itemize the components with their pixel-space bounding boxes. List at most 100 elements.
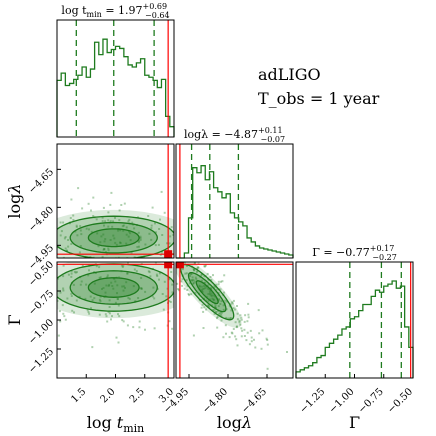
- sample-point: [239, 314, 242, 317]
- sample-point: [224, 299, 227, 302]
- sample-point: [136, 246, 139, 248]
- sample-point: [244, 314, 247, 317]
- pair-frame: [56, 143, 175, 259]
- density-contour: [87, 228, 140, 248]
- sample-point: [202, 310, 205, 313]
- sample-point: [75, 224, 78, 227]
- sample-point: [243, 335, 246, 337]
- sample-point: [192, 334, 195, 337]
- sample-point: [120, 204, 123, 206]
- sample-point: [217, 283, 220, 286]
- sample-point: [91, 299, 94, 302]
- sample-point: [231, 301, 234, 304]
- sample-point: [98, 266, 101, 269]
- sample-point: [232, 328, 235, 330]
- sample-point: [240, 318, 243, 321]
- sample-point: [114, 280, 117, 283]
- sample-point: [17, 334, 19, 336]
- sample-point: [155, 273, 158, 276]
- hist-title-2: Γ = −0.77+0.17 −0.27: [312, 244, 397, 262]
- density-contour: [87, 277, 140, 298]
- sample-point: [189, 275, 192, 277]
- sample-point: [144, 328, 146, 331]
- sample-point: [214, 306, 217, 309]
- sample-point: [207, 293, 210, 295]
- sample-point: [122, 289, 125, 292]
- sample-point: [62, 256, 65, 258]
- sample-point: [138, 239, 141, 242]
- sample-point: [168, 320, 171, 323]
- sample-point: [114, 216, 116, 219]
- hist-frame: [56, 19, 175, 138]
- hist-frame: [295, 261, 414, 379]
- sample-point: [127, 296, 130, 299]
- sample-point: [122, 229, 125, 232]
- sample-point: [236, 312, 239, 315]
- sample-point: [74, 230, 77, 233]
- sample-point: [107, 219, 110, 222]
- sample-point: [111, 285, 114, 287]
- sample-point: [104, 250, 107, 253]
- sample-point: [229, 317, 232, 319]
- sample-point: [103, 248, 106, 250]
- sample-point: [103, 248, 106, 251]
- sample-point: [58, 310, 61, 313]
- sample-point: [213, 239, 215, 241]
- sample-point: [108, 299, 111, 302]
- sample-point: [221, 280, 224, 283]
- sample-point: [207, 253, 209, 255]
- sample-point: [241, 329, 244, 332]
- y-tick-label: −1.00: [27, 317, 56, 346]
- sample-point: [103, 224, 105, 227]
- sample-point: [209, 298, 212, 301]
- sample-point: [124, 286, 126, 289]
- sample-point: [93, 282, 96, 285]
- sample-point: [205, 269, 207, 271]
- sample-point: [54, 285, 56, 287]
- true-value-marker: [176, 262, 184, 269]
- sample-point: [80, 233, 83, 236]
- sample-point: [207, 304, 210, 307]
- title-plus: +0.69: [143, 2, 168, 11]
- density-fill: [188, 272, 226, 312]
- sample-point: [106, 320, 109, 323]
- sample-point: [53, 244, 55, 246]
- sample-point: [151, 206, 154, 209]
- title-plus: +0.17: [370, 244, 395, 253]
- sample-point: [250, 336, 253, 339]
- sample-point: [87, 311, 90, 313]
- sample-point: [22, 310, 24, 312]
- sample-point: [101, 255, 104, 258]
- sample-point: [215, 288, 218, 291]
- sample-point: [161, 293, 164, 295]
- sample-point: [185, 279, 188, 282]
- sample-point: [247, 316, 250, 319]
- sample-point: [213, 294, 216, 297]
- sample-point: [235, 221, 237, 223]
- sample-point: [177, 222, 179, 224]
- sample-point: [110, 318, 112, 321]
- sample-point: [122, 264, 125, 267]
- sample-point: [84, 297, 87, 300]
- sample-point: [151, 295, 154, 298]
- sample-point: [62, 264, 65, 267]
- sample-point: [22, 301, 24, 303]
- sample-point: [245, 339, 248, 342]
- sample-point: [177, 243, 179, 245]
- sample-point: [154, 222, 156, 225]
- sample-point: [144, 290, 147, 293]
- sample-point: [225, 300, 228, 303]
- sample-point: [98, 313, 101, 316]
- sample-point: [224, 324, 227, 327]
- sample-point: [113, 277, 116, 280]
- x-axis-label-1: logλ: [217, 413, 252, 432]
- sample-point: [227, 317, 230, 320]
- sample-point: [122, 224, 125, 227]
- sample-point: [119, 242, 122, 244]
- sample-point: [132, 326, 135, 329]
- hist-step-line: [176, 165, 294, 259]
- sample-point: [193, 262, 196, 265]
- sample-point: [78, 251, 81, 254]
- sample-point: [113, 237, 116, 240]
- sample-point: [62, 312, 65, 315]
